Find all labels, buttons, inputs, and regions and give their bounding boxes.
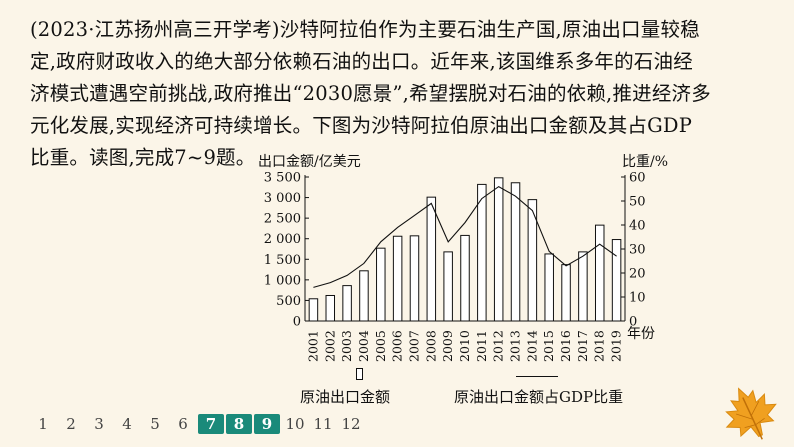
bar-2012 [493, 177, 504, 322]
bar-2013 [510, 182, 521, 322]
page-number-12[interactable]: 12 [341, 415, 361, 433]
x-tick-label: 2017 [575, 330, 590, 362]
bar-2016 [561, 264, 571, 322]
x-tick-label: 2016 [558, 330, 573, 362]
bar-2018 [594, 224, 605, 322]
passage-line: 比重。读图,完成7~9题。 [30, 146, 256, 169]
page-number-10[interactable]: 10 [285, 415, 305, 433]
bar-2010 [460, 234, 470, 322]
legend-line-label: 原油出口金额占GDP比重 [454, 388, 624, 406]
x-tick-label: 2009 [440, 330, 455, 362]
y-tick-left-label: 2 500 [264, 212, 301, 227]
y-tick-right-label: 20 [629, 267, 646, 282]
page-number-5[interactable]: 5 [150, 415, 160, 433]
bar-2019 [611, 239, 622, 322]
x-tick-label: 2006 [390, 330, 405, 362]
legend-bar-label: 原油出口金额 [300, 388, 391, 406]
x-tick-label: 2010 [457, 330, 472, 362]
bar-2003 [342, 285, 352, 322]
passage-line: 济模式遭遇空前挑战,政府推出“2030愿景”,希望摆脱对石油的依赖,推进经济多 [30, 82, 711, 105]
legend-bar-swatch [356, 368, 363, 380]
page-number-9[interactable]: 9 [254, 414, 280, 434]
x-tick-label: 2002 [322, 330, 337, 362]
bar-2001 [308, 298, 319, 322]
page-number-4[interactable]: 4 [122, 415, 132, 433]
x-tick-label: 2014 [524, 330, 539, 362]
x-tick-label: 2007 [406, 330, 421, 362]
bar-2005 [376, 247, 386, 322]
x-axis-title: 年份 [627, 326, 655, 342]
page-number-8[interactable]: 8 [226, 414, 252, 434]
bar-2007 [409, 235, 420, 322]
y-tick-right-label: 0 [629, 315, 637, 330]
passage-line: 元化发展,实现经济可持续增长。下图为沙特阿拉伯原油出口金额及其占GDP [30, 114, 693, 137]
page-number-6[interactable]: 6 [178, 415, 188, 433]
y-tick-right-label: 30 [629, 243, 646, 258]
question-pager: 1 2 3 4 5 6 7 8 9 10 11 12 [30, 414, 364, 434]
y-tick-right-label: 60 [629, 171, 646, 186]
legend-line-swatch [516, 376, 558, 377]
y-tick-right-label: 50 [629, 195, 646, 210]
x-tick-label: 2001 [305, 330, 320, 362]
y-axis-left-title: 出口金额/亿美元 [258, 154, 361, 170]
maple-leaf-icon [725, 387, 777, 440]
x-tick-label: 2008 [423, 330, 438, 362]
y-tick-left-label: 3 000 [264, 191, 301, 206]
x-tick-label: 2013 [508, 330, 523, 362]
y-tick-left-label: 0 [293, 315, 301, 330]
x-tick-label: 2015 [541, 330, 556, 362]
passage-line: (2023·江苏扬州高三开学考)沙特阿拉伯作为主要石油生产国,原油出口量较稳 [30, 18, 700, 41]
bar-2002 [325, 294, 336, 322]
bar-2015 [544, 253, 554, 322]
y-tick-left-label: 2 000 [264, 232, 301, 247]
bar-2014 [527, 199, 538, 322]
x-tick-label: 2011 [474, 330, 489, 362]
y-tick-left-label: 500 [276, 294, 301, 309]
y-tick-right-label: 10 [629, 291, 646, 306]
page-number-11[interactable]: 11 [313, 415, 333, 433]
page-number-7[interactable]: 7 [198, 414, 224, 434]
x-tick-label: 2012 [491, 330, 506, 362]
x-tick-label: 2018 [592, 330, 607, 362]
bar-2008 [426, 196, 437, 322]
question-passage: (2023·江苏扬州高三开学考)沙特阿拉伯作为主要石油生产国,原油出口量较稳 定,… [30, 14, 770, 174]
page-number-1[interactable]: 1 [38, 415, 48, 433]
x-tick-label: 2003 [339, 330, 354, 362]
bar-2006 [392, 235, 403, 322]
x-tick-label: 2019 [609, 330, 624, 362]
bar-2011 [477, 183, 487, 322]
bar-2017 [578, 251, 588, 322]
page-number-3[interactable]: 3 [94, 415, 104, 433]
passage-line: 定,政府财政收入的绝大部分依赖石油的出口。近年来,该国维系多年的石油经 [30, 50, 693, 73]
bar-2009 [443, 251, 453, 322]
x-tick-label: 2005 [373, 330, 388, 362]
y-tick-left-label: 3 500 [264, 171, 301, 186]
gdp-share-line [313, 185, 617, 288]
y-axis-right-title: 比重/% [622, 154, 668, 170]
x-tick-label: 2004 [356, 330, 371, 362]
y-tick-left-label: 1 500 [264, 253, 301, 268]
page-number-2[interactable]: 2 [66, 415, 76, 433]
bar-2004 [359, 270, 369, 322]
y-tick-left-label: 1 000 [264, 273, 301, 288]
y-tick-right-label: 40 [629, 219, 646, 234]
